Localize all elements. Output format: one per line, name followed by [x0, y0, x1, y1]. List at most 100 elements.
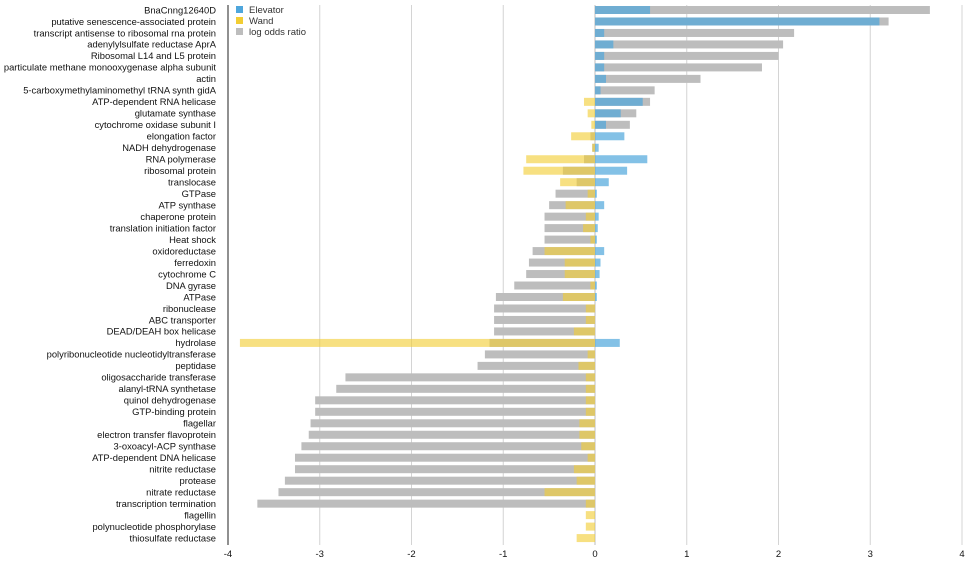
- bar-elevator-chaperone-protein: [595, 212, 599, 221]
- bar-elevator-adenylylsulfate-reductase-apra: [595, 40, 614, 49]
- x-tick-label: 4: [959, 549, 964, 560]
- legend-swatch-elevator: [236, 6, 243, 13]
- bar-wand-glutamate-synthase: [587, 109, 595, 118]
- category-label-nitrite-reductase: nitrite reductase: [149, 464, 216, 475]
- x-tick-label: -3: [316, 549, 324, 560]
- category-label-atp-dependent-rna-helicase: ATP-dependent RNA helicase: [92, 96, 216, 107]
- bar-log-odds-ratio-abc-transporter: [494, 315, 595, 324]
- bar-wand-abc-transporter: [585, 315, 595, 324]
- bar-log-odds-ratio-cytochrome-c: [526, 270, 595, 279]
- category-label-peptidase: peptidase: [175, 360, 216, 371]
- category-label-gtpase: GTPase: [182, 188, 216, 199]
- bar-wand-atp-dependent-rna-helicase: [583, 97, 595, 106]
- category-label-dead-deah-box-helicase: DEAD/DEAH box helicase: [107, 326, 216, 337]
- bar-log-odds-ratio-flagellar: [310, 419, 595, 428]
- bar-elevator-atp-synthase: [595, 201, 605, 210]
- bar-log-odds-ratio-particulate-methane-monooxygenase-alpha-subunit: [595, 63, 762, 72]
- bar-wand-3-oxoacyl-acp-synthase: [581, 442, 595, 451]
- bar-elevator-nadh-dehydrogenase: [595, 143, 599, 152]
- bar-wand-flagellar: [579, 419, 595, 428]
- category-label-atp-synthase: ATP synthase: [159, 199, 217, 210]
- bar-log-odds-ratio-polyribonucleotide-nucleotidyltransferase: [484, 350, 595, 359]
- x-tick-label: -1: [499, 549, 507, 560]
- bar-log-odds-ratio-electron-transfer-flavoprotein: [308, 430, 595, 439]
- bar-log-odds-ratio-atp-dependent-dna-helicase: [294, 453, 595, 462]
- x-tick-layer: -4 -3 -2 -1 0 1 2 3 4: [224, 549, 965, 560]
- bar-elevator-translation-initiation-factor: [595, 224, 598, 233]
- bar-log-odds-ratio-transcript-antisense-to-ribosomal-rna-protein: [595, 28, 795, 37]
- x-tick-label: 0: [592, 549, 597, 560]
- bar-wand-polynucleotide-phosphorylase: [585, 522, 595, 531]
- bar-wand-flagellin: [585, 511, 595, 520]
- category-label-gtp-binding-protein: GTP-binding protein: [132, 406, 216, 417]
- category-label-elongation-factor: elongation factor: [147, 131, 216, 142]
- bar-wand-translocase: [560, 178, 595, 187]
- legend-swatch-wand: [236, 17, 243, 24]
- bar-elevator-5-carboxymethylaminomethyl-trna-synth-gida: [595, 86, 601, 95]
- category-label-adenylylsulfate-reductase-apra: adenylylsulfate reductase AprA: [87, 39, 216, 50]
- bar-wand-nadh-dehydrogenase: [592, 143, 595, 152]
- bar-elevator-cytochrome-c: [595, 270, 600, 279]
- bar-elevator-oxidoreductase: [595, 247, 605, 256]
- category-label-atp-dependent-dna-helicase: ATP-dependent DNA helicase: [92, 452, 216, 463]
- category-label-ribosomal-l14-and-l5-protein: Ribosomal L14 and L5 protein: [91, 50, 216, 61]
- bar-log-odds-ratio-ribonuclease: [494, 304, 595, 313]
- x-tick-label: -2: [407, 549, 415, 560]
- bar-elevator-atpase: [595, 293, 597, 301]
- category-label-transcript-antisense-to-ribosomal-rna-protein: transcript antisense to ribosomal rna pr…: [34, 27, 216, 38]
- x-tick-label: 2: [776, 549, 781, 560]
- category-label-alanyl-trna-synthetase: alanyl-tRNA synthetase: [119, 383, 216, 394]
- bar-wand-translation-initiation-factor: [583, 224, 595, 233]
- bar-elevator-translocase: [595, 178, 609, 187]
- category-label-glutamate-synthase: glutamate synthase: [135, 108, 216, 119]
- bar-elevator-ribosomal-protein: [595, 166, 628, 175]
- bar-elevator-bnacnng12640d: [595, 6, 651, 14]
- legend-swatch-log-odds-ratio: [236, 28, 243, 35]
- category-label-flagellar: flagellar: [183, 418, 216, 429]
- bar-log-odds-ratio-gtpase: [555, 189, 595, 198]
- bar-elevator-cytochrome-oxidase-subunit-i: [595, 120, 607, 129]
- bar-log-odds-ratio-translation-initiation-factor: [544, 224, 595, 233]
- bar-elevator-ribosomal-l14-and-l5-protein: [595, 51, 605, 60]
- bar-wand-alanyl-trna-synthetase: [585, 384, 595, 393]
- category-label-ribonuclease: ribonuclease: [163, 303, 216, 314]
- bar-log-odds-ratio-actin: [595, 74, 701, 83]
- category-label-protease: protease: [180, 475, 216, 486]
- bar-wand-dead-deah-box-helicase: [573, 327, 595, 336]
- bar-wand-oligosaccharide-transferase: [585, 373, 595, 382]
- category-label-cytochrome-c: cytochrome C: [158, 268, 216, 279]
- legend-label-log-odds-ratio: log odds ratio: [249, 27, 306, 38]
- bar-elevator-particulate-methane-monooxygenase-alpha-subunit: [595, 63, 605, 72]
- bar-wand-electron-transfer-flavoprotein: [579, 430, 595, 439]
- bar-wand-cytochrome-oxidase-subunit-i: [591, 120, 595, 129]
- bar-wand-ferredoxin: [564, 258, 595, 267]
- category-label-bnacnng12640d: BnaCnng12640D: [144, 4, 216, 15]
- x-tick-label: -4: [224, 549, 232, 560]
- bar-log-odds-ratio-heat-shock: [544, 235, 595, 244]
- bar-wand-atpase: [562, 293, 595, 301]
- bar-elevator-heat-shock: [595, 235, 597, 244]
- bar-log-odds-ratio-peptidase: [477, 361, 595, 370]
- category-label-oxidoreductase: oxidoreductase: [152, 245, 216, 256]
- bar-log-odds-ratio-cytochrome-oxidase-subunit-i: [595, 120, 630, 129]
- category-label-abc-transporter: ABC transporter: [149, 314, 216, 325]
- category-label-translation-initiation-factor: translation initiation factor: [110, 222, 216, 233]
- category-label-rna-polymerase: RNA polymerase: [146, 154, 216, 165]
- bar-elevator-hydrolase: [595, 338, 620, 347]
- bar-elevator-ferredoxin: [595, 258, 601, 267]
- bar-wand-heat-shock: [590, 235, 595, 244]
- category-label-ribosomal-protein: ribosomal protein: [144, 165, 216, 176]
- bar-log-odds-ratio-quinol-dehydrogenase: [315, 396, 595, 405]
- category-label-oligosaccharide-transferase: oligosaccharide transferase: [101, 372, 216, 383]
- bar-log-odds-ratio-dead-deah-box-helicase: [494, 327, 595, 336]
- bar-wand-gtpase: [587, 189, 595, 198]
- category-label-translocase: translocase: [168, 177, 216, 188]
- category-label-particulate-methane-monooxygenase-alpha-subunit: particulate methane monooxygenase alpha …: [4, 62, 217, 73]
- bar-wand-atp-dependent-dna-helicase: [587, 453, 595, 462]
- category-label-5-carboxymethylaminomethyl-trna-synth-gida: 5-carboxymethylaminomethyl tRNA synth gi…: [23, 85, 217, 96]
- bar-wand-chaperone-protein: [585, 212, 595, 221]
- bar-wand-atp-synthase: [565, 201, 595, 210]
- bar-log-odds-ratio-alanyl-trna-synthetase: [336, 384, 595, 393]
- bar-log-odds-ratio-ferredoxin: [528, 258, 595, 267]
- bar-log-odds-ratio-atpase: [495, 293, 595, 301]
